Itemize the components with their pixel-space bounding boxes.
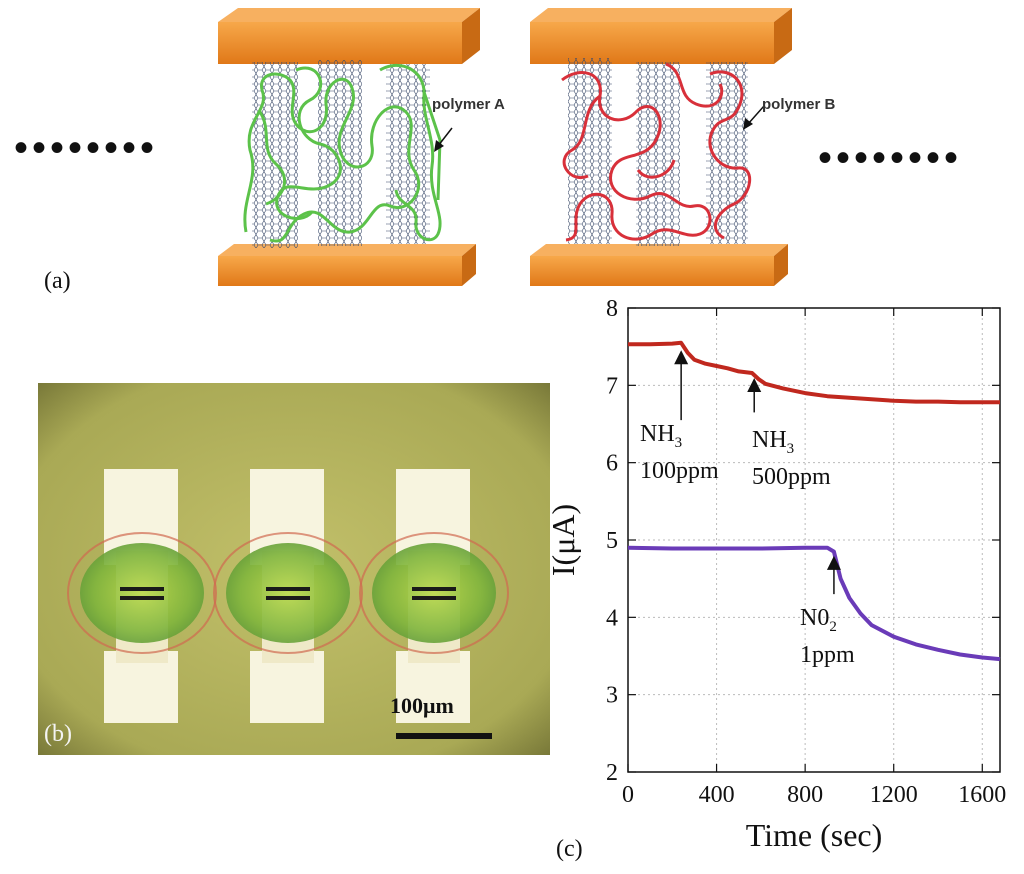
arrow-no2-head [826,555,841,570]
panel-b-micrograph: 100μm (b) [38,383,550,755]
annotation-nh3-500: NH3 500ppm [752,426,831,491]
panel-a: •••••••• •••••••• [0,0,1024,300]
polymer-a-label: polymer A [432,96,505,113]
arrow-nh3-100-head [674,350,689,365]
current-time-chart: 0 400 800 1200 1600 2 3 4 5 6 7 8 Time (sec) I(μA) [545,296,1006,853]
scale-bar-label: 100μm [390,693,454,718]
device-3 [359,469,509,723]
nh3-100-subscript: 3 [674,434,683,451]
nh3-100-concentration: 100ppm [640,457,719,484]
y-tick-label: 6 [606,451,618,477]
polymer-a-chains [243,63,442,243]
right-ellipsis: •••••••• [818,136,963,180]
polymer-b-arrow [743,105,765,130]
nh3-500-subscript: 3 [786,440,795,457]
top-electrode-a [218,8,480,64]
micrograph-image [38,383,550,755]
y-tick-label: 2 [606,760,618,786]
panel-c-label: (c) [556,836,583,862]
series-line-2 [627,545,1001,662]
no2-formula: N0 [800,605,830,631]
nh3-500-formula: NH [752,427,787,453]
x-tick-label: 800 [787,782,823,808]
y-tick-label: 4 [606,605,618,631]
no2-concentration: 1ppm [800,641,855,668]
device-schematic-a [218,8,792,286]
device-1 [67,469,217,723]
panel-b-label: (b) [44,721,72,747]
x-tick-label: 1600 [958,782,1006,808]
bottom-electrode-a [218,244,476,286]
device-2 [213,469,363,723]
annotation-nh3-100: NH3 100ppm [640,420,719,485]
nh3-500-concentration: 500ppm [752,463,831,490]
x-tick-label: 1200 [870,782,918,808]
bottom-electrode-b [530,244,788,286]
polymer-b-chains [561,62,752,242]
scale-bar [396,733,492,739]
arrow-nh3-500-head [747,378,762,393]
series-line-1 [628,340,1000,405]
top-electrode-b [530,8,792,64]
y-tick-label: 7 [606,373,618,399]
x-axis-label: Time (sec) [746,817,883,853]
x-tick-label: 400 [699,782,735,808]
annotation-no2: N02 1ppm [800,604,855,669]
no2-subscript: 2 [829,618,837,635]
y-axis-label: I(μA) [545,504,581,576]
nh3-100-formula: NH [640,421,675,447]
polymer-a-arrow [434,127,453,152]
left-ellipsis: •••••••• [14,126,159,170]
y-tick-label: 3 [606,683,618,709]
polymer-b-label: polymer B [762,96,836,113]
y-tick-label: 5 [606,528,618,554]
x-tick-label: 0 [622,782,634,808]
y-tick-label: 8 [606,296,618,322]
panel-a-label: (a) [44,268,71,294]
